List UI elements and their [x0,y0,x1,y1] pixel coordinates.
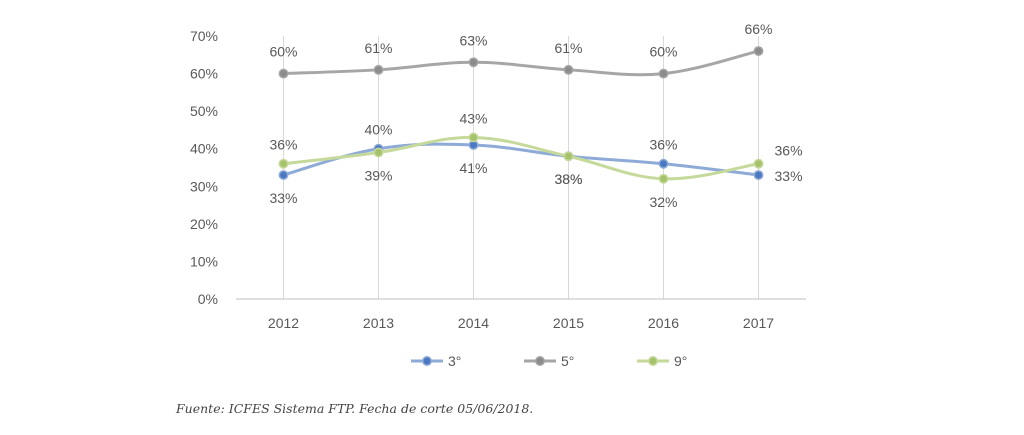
series-3-data-label: 36% [775,143,803,159]
x-tick-label: 2016 [648,315,679,331]
chart-legend: 3° 5° 9° [411,353,687,369]
series-2-point [753,46,764,56]
series-3-data-label: 43% [459,110,487,126]
series-2-point [468,57,479,68]
series-2-data-label: 60% [269,44,297,60]
series-2-data-label: 61% [554,40,582,56]
x-tick-label: 2013 [363,315,394,331]
series-2-point [563,64,574,75]
chart-markers [278,46,764,184]
series-3-data-label: 38% [554,171,582,187]
y-tick-label: 40% [190,141,218,157]
series-2-data-label: 63% [459,32,487,48]
x-tick-label: 2015 [553,315,584,331]
chart-axes: 0% 10% 20% 30% 40% 50% 60% 70% 2012 2013 2014 2015 2… [190,28,806,331]
legend-item-1-swatch-marker [422,356,432,366]
legend-item-2-label: 5° [561,353,574,369]
series-1-data-label: 40% [364,122,392,138]
y-tick-label: 60% [190,66,218,82]
series-1-point [753,170,764,180]
x-tick-label: 2017 [743,315,774,331]
y-tick-label: 30% [190,178,218,194]
line-chart: 0% 10% 20% 30% 40% 50% 60% 70% 2012 2013 2014 2015 2… [190,21,806,369]
legend-item-2-swatch-marker [535,356,545,366]
series-3-line [282,135,760,181]
series-2-data-label: 61% [364,40,392,56]
y-tick-label: 0% [198,291,218,307]
y-tick-label: 20% [190,216,218,232]
legend-item-1: 3° [411,353,461,369]
series-2-point [658,68,669,79]
series-1-data-label: 36% [649,137,677,153]
series-1-line [282,142,760,177]
legend-item-3: 9° [637,353,687,369]
series-2-line [282,49,760,77]
series-2-point [373,64,384,75]
y-tick-label: 10% [190,253,218,269]
series-3-point [753,158,764,169]
y-tick-label: 70% [190,28,218,44]
series-3-data-label: 36% [269,137,297,153]
series-3-point [563,151,574,162]
series-1-data-label: 33% [269,190,297,206]
legend-item-3-swatch-marker [648,356,658,366]
legend-item-1-label: 3° [448,353,461,369]
chart-series-lines [282,49,760,181]
series-2-point [278,68,289,79]
y-tick-label: 50% [190,103,218,119]
source-caption: Fuente: ICFES Sistema FTP. Fecha de cort… [176,401,534,416]
series-3-data-label: 39% [364,167,392,183]
legend-item-2: 5° [524,353,574,369]
series-1-data-label: 38% [554,171,582,187]
chart-data-labels: 33% 40% 41% 38% 36% 33% 60% 61% 63% 61% 60% 66% 36% 3… [269,21,802,210]
series-1-point [658,158,669,169]
series-3-data-label: 32% [649,194,677,210]
series-3-point [658,173,669,184]
series-3-point [278,158,289,169]
series-1-data-label: 41% [459,160,487,176]
series-1-point [278,170,289,180]
series-3-point [468,132,479,143]
x-tick-label: 2012 [268,315,299,331]
series-1-data-label: 33% [775,168,803,184]
series-2-data-label: 66% [744,21,772,37]
x-tick-label: 2014 [458,315,489,331]
series-3-point [373,147,384,158]
series-2-data-label: 60% [649,44,677,60]
legend-item-3-label: 9° [674,353,687,369]
